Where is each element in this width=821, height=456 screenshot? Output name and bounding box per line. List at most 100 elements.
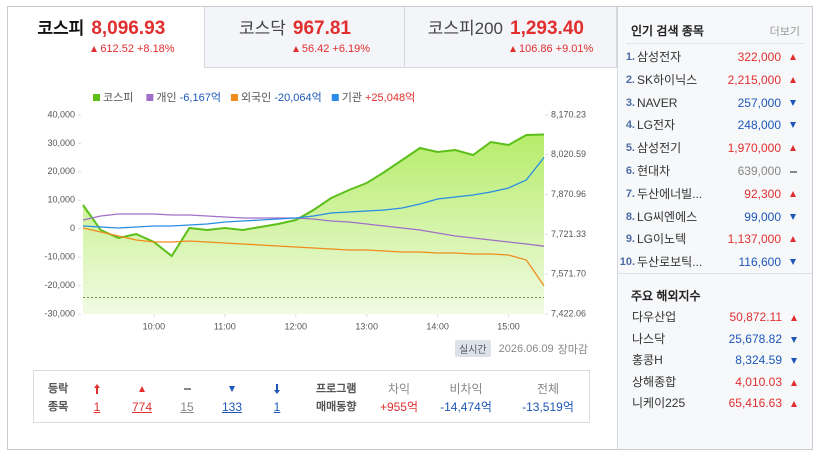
breadth-count[interactable]: 1 xyxy=(93,400,101,414)
x-tick-label: 11:00 xyxy=(214,321,236,331)
index-change: 612.52 +8.18% xyxy=(91,43,175,55)
series-line xyxy=(82,213,545,247)
stock-name: SK하이닉스 xyxy=(637,72,698,87)
rank: 1. xyxy=(625,51,635,63)
world-value: 50,872.11 xyxy=(729,310,783,324)
arrow-shaft xyxy=(276,384,278,390)
arrow-head xyxy=(273,390,280,394)
popular-row[interactable]: 8. LG씨엔에스 99,000 xyxy=(618,206,812,228)
label-line: 매매동향 xyxy=(316,401,357,413)
breadth-count[interactable]: 15 xyxy=(180,400,194,414)
change-amount: 106.86 xyxy=(519,43,553,55)
world-row[interactable]: 니케이225 65,416.63 xyxy=(618,393,812,414)
direction-icon xyxy=(791,358,797,364)
rank: 7. xyxy=(625,187,635,200)
price: 248,000 xyxy=(737,118,781,133)
chart: 40,000 30,000 20,000 10,000 0 -10,000 -20,000 -… xyxy=(44,91,586,331)
world-row[interactable]: 홍콩H 8,324.59 xyxy=(618,350,812,371)
breadth-count[interactable]: 133 xyxy=(221,400,243,414)
index-change: 106.86 +9.01% xyxy=(510,43,593,55)
y-tick-label: 10,000 xyxy=(47,195,75,205)
y-tick-label: -10,000 xyxy=(44,252,75,262)
y2-tick-label: 8,020.59 xyxy=(551,149,586,159)
world-row[interactable]: 다우산업 50,872.11 xyxy=(618,307,812,328)
legend-swatch xyxy=(146,94,154,101)
y-tick-label: -20,000 xyxy=(44,280,75,290)
program-label: 프로그램 매매동향 xyxy=(316,380,356,416)
popular-row[interactable]: 2. SK하이닉스 2,215,000 xyxy=(618,69,812,91)
realtime-badge: 실시간 xyxy=(455,340,491,357)
world-row[interactable]: 나스닥 25,678.82 xyxy=(618,329,812,350)
rank: 8. xyxy=(625,210,635,223)
y2-tick-label: 7,422.06 xyxy=(551,308,586,318)
direction-icon xyxy=(790,99,796,106)
direction-icon xyxy=(790,145,796,152)
popular-row[interactable]: 7. 두산에너빌... 92,300 xyxy=(618,183,812,205)
popular-row[interactable]: 10. 두산로보틱... 116,600 xyxy=(618,251,812,273)
stock-name: LG이노텍 xyxy=(637,232,687,247)
direction-icon xyxy=(791,315,797,321)
index-name: 코스닥 xyxy=(238,19,286,38)
world-value: 8,324.59 xyxy=(735,353,782,367)
rank: 9. xyxy=(625,233,635,246)
index-tab[interactable]: 코스피 8,096.93 612.52 +8.18% xyxy=(7,6,205,68)
series-line xyxy=(82,227,545,287)
stock-name: LG전자 xyxy=(637,118,676,133)
price: 99,000 xyxy=(744,209,781,224)
index-tab[interactable]: 코스닥 967.81 56.42 +6.19% xyxy=(205,6,405,68)
chart-footer: 실시간 2026.06.09 장마감 xyxy=(455,340,588,357)
legend-value: +25,048억 xyxy=(365,91,415,104)
world-title: 주요 해외지수 xyxy=(631,289,701,303)
price: 2,215,000 xyxy=(727,72,781,87)
series-line xyxy=(82,157,545,229)
rank: 2. xyxy=(625,73,635,86)
y2-tick-label: 7,721.33 xyxy=(551,229,586,239)
stock-name: LG씨엔에스 xyxy=(637,209,698,224)
breadth-icon xyxy=(167,380,207,398)
rank: 3. xyxy=(625,96,635,109)
popular-row[interactable]: 9. LG이노텍 1,137,000 xyxy=(618,228,812,250)
legend-value: -20,064억 xyxy=(274,91,321,104)
popular-row[interactable]: 6. 현대차 639,000 xyxy=(618,160,812,182)
world-name: 나스닥 xyxy=(632,331,666,346)
index-tab[interactable]: 코스피200 1,293.40 106.86 +9.01% xyxy=(405,6,617,68)
index-values: 8,096.93 612.52 +8.18% xyxy=(91,17,175,68)
series-line xyxy=(82,133,545,258)
breadth-item: 15 xyxy=(167,380,207,416)
program-head: 비차익 xyxy=(449,382,483,396)
direction-icon xyxy=(790,171,797,173)
popular-row[interactable]: 3. NAVER 257,000 xyxy=(618,92,812,114)
breadth-count[interactable]: 1 xyxy=(273,400,281,414)
arrow-shaft xyxy=(96,388,98,394)
index-value: 8,096.93 xyxy=(91,18,166,39)
index-values: 967.81 56.42 +6.19% xyxy=(292,17,370,67)
y-tick-label: 30,000 xyxy=(47,138,75,148)
arrow-head xyxy=(93,384,100,388)
popular-row[interactable]: 1. 삼성전자 322,000 xyxy=(618,46,812,68)
stock-name: 삼성전기 xyxy=(637,141,682,156)
world-row[interactable]: 상해종합 4,010.03 xyxy=(618,372,812,393)
breadth-icon xyxy=(122,380,162,398)
divider xyxy=(626,43,804,44)
limit-arrow xyxy=(93,384,101,394)
price: 322,000 xyxy=(737,50,781,64)
more-link[interactable]: 더보기 xyxy=(769,26,800,38)
direction-icon xyxy=(790,122,796,129)
price: 1,970,000 xyxy=(727,141,781,156)
legend-label: 외국인 xyxy=(241,91,271,104)
x-tick-label: 15:00 xyxy=(497,321,520,331)
popular-row[interactable]: 4. LG전자 248,000 xyxy=(618,114,812,136)
legend-label: 기관 xyxy=(342,91,362,104)
program-head: 차익 xyxy=(387,382,411,396)
popular-row[interactable]: 5. 삼성전기 1,970,000 xyxy=(618,137,812,159)
breadth-icon xyxy=(77,380,117,398)
breadth-item: 1 xyxy=(77,380,117,416)
index-name: 코스피200 xyxy=(427,19,503,38)
breadth-count[interactable]: 774 xyxy=(131,400,153,414)
world-value: 4,010.03 xyxy=(735,374,782,389)
price: 92,300 xyxy=(744,186,781,201)
y-tick-label: 20,000 xyxy=(47,166,75,176)
price: 257,000 xyxy=(737,95,781,110)
stock-name: 두산에너빌... xyxy=(637,186,703,201)
